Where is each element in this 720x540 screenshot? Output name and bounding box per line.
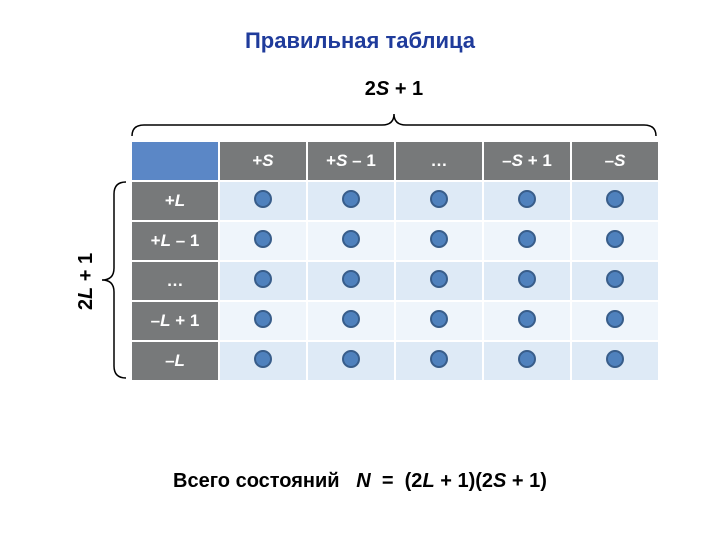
state-cell — [571, 221, 659, 261]
state-dot-icon — [342, 270, 360, 288]
table: +S+S – 1…–S + 1–S+L+L – 1…–L + 1–L — [130, 140, 660, 382]
state-cell — [307, 301, 395, 341]
state-cell — [483, 301, 571, 341]
row-header: +L – 1 — [131, 221, 219, 261]
total-states-formula: Всего состояний N = (2L + 1)(2S + 1) — [0, 470, 720, 493]
top-axis-label: 2S + 1 — [130, 78, 658, 101]
state-cell — [395, 261, 483, 301]
state-cell — [219, 301, 307, 341]
state-dot-icon — [606, 270, 624, 288]
state-cell — [307, 341, 395, 381]
col-header: +S – 1 — [307, 141, 395, 181]
state-cell — [307, 261, 395, 301]
state-dot-icon — [254, 190, 272, 208]
state-dot-icon — [430, 270, 448, 288]
state-dot-icon — [342, 190, 360, 208]
state-dot-icon — [254, 310, 272, 328]
state-dot-icon — [606, 190, 624, 208]
state-cell — [219, 261, 307, 301]
state-cell — [483, 341, 571, 381]
state-cell — [307, 221, 395, 261]
state-dot-icon — [254, 350, 272, 368]
state-dot-icon — [430, 190, 448, 208]
state-cell — [395, 301, 483, 341]
state-cell — [219, 341, 307, 381]
col-header: … — [395, 141, 483, 181]
state-cell — [395, 181, 483, 221]
state-cell — [219, 181, 307, 221]
left-axis-label: 2L + 1 — [75, 253, 98, 310]
col-header: +S — [219, 141, 307, 181]
state-dot-icon — [342, 310, 360, 328]
state-dot-icon — [342, 230, 360, 248]
state-dot-icon — [254, 270, 272, 288]
state-cell — [571, 341, 659, 381]
state-cell — [395, 341, 483, 381]
brace-left — [100, 180, 128, 380]
state-cell — [571, 181, 659, 221]
state-cell — [571, 261, 659, 301]
state-dot-icon — [518, 190, 536, 208]
state-cell — [483, 261, 571, 301]
col-header: –S — [571, 141, 659, 181]
page-title: Правильная таблица — [0, 28, 720, 54]
state-cell — [395, 221, 483, 261]
row-header: … — [131, 261, 219, 301]
state-dot-icon — [518, 350, 536, 368]
state-dot-icon — [518, 270, 536, 288]
multiplicity-table: +S+S – 1…–S + 1–S+L+L – 1…–L + 1–L — [130, 140, 660, 382]
state-dot-icon — [518, 230, 536, 248]
state-cell — [483, 181, 571, 221]
brace-top — [130, 112, 658, 138]
state-cell — [571, 301, 659, 341]
state-dot-icon — [254, 230, 272, 248]
state-cell — [307, 181, 395, 221]
state-dot-icon — [430, 230, 448, 248]
state-dot-icon — [606, 310, 624, 328]
col-header: –S + 1 — [483, 141, 571, 181]
state-dot-icon — [430, 310, 448, 328]
state-cell — [483, 221, 571, 261]
state-dot-icon — [606, 350, 624, 368]
state-dot-icon — [342, 350, 360, 368]
corner-cell — [131, 141, 219, 181]
row-header: –L — [131, 341, 219, 381]
state-dot-icon — [518, 310, 536, 328]
row-header: –L + 1 — [131, 301, 219, 341]
state-cell — [219, 221, 307, 261]
state-dot-icon — [430, 350, 448, 368]
state-dot-icon — [606, 230, 624, 248]
row-header: +L — [131, 181, 219, 221]
